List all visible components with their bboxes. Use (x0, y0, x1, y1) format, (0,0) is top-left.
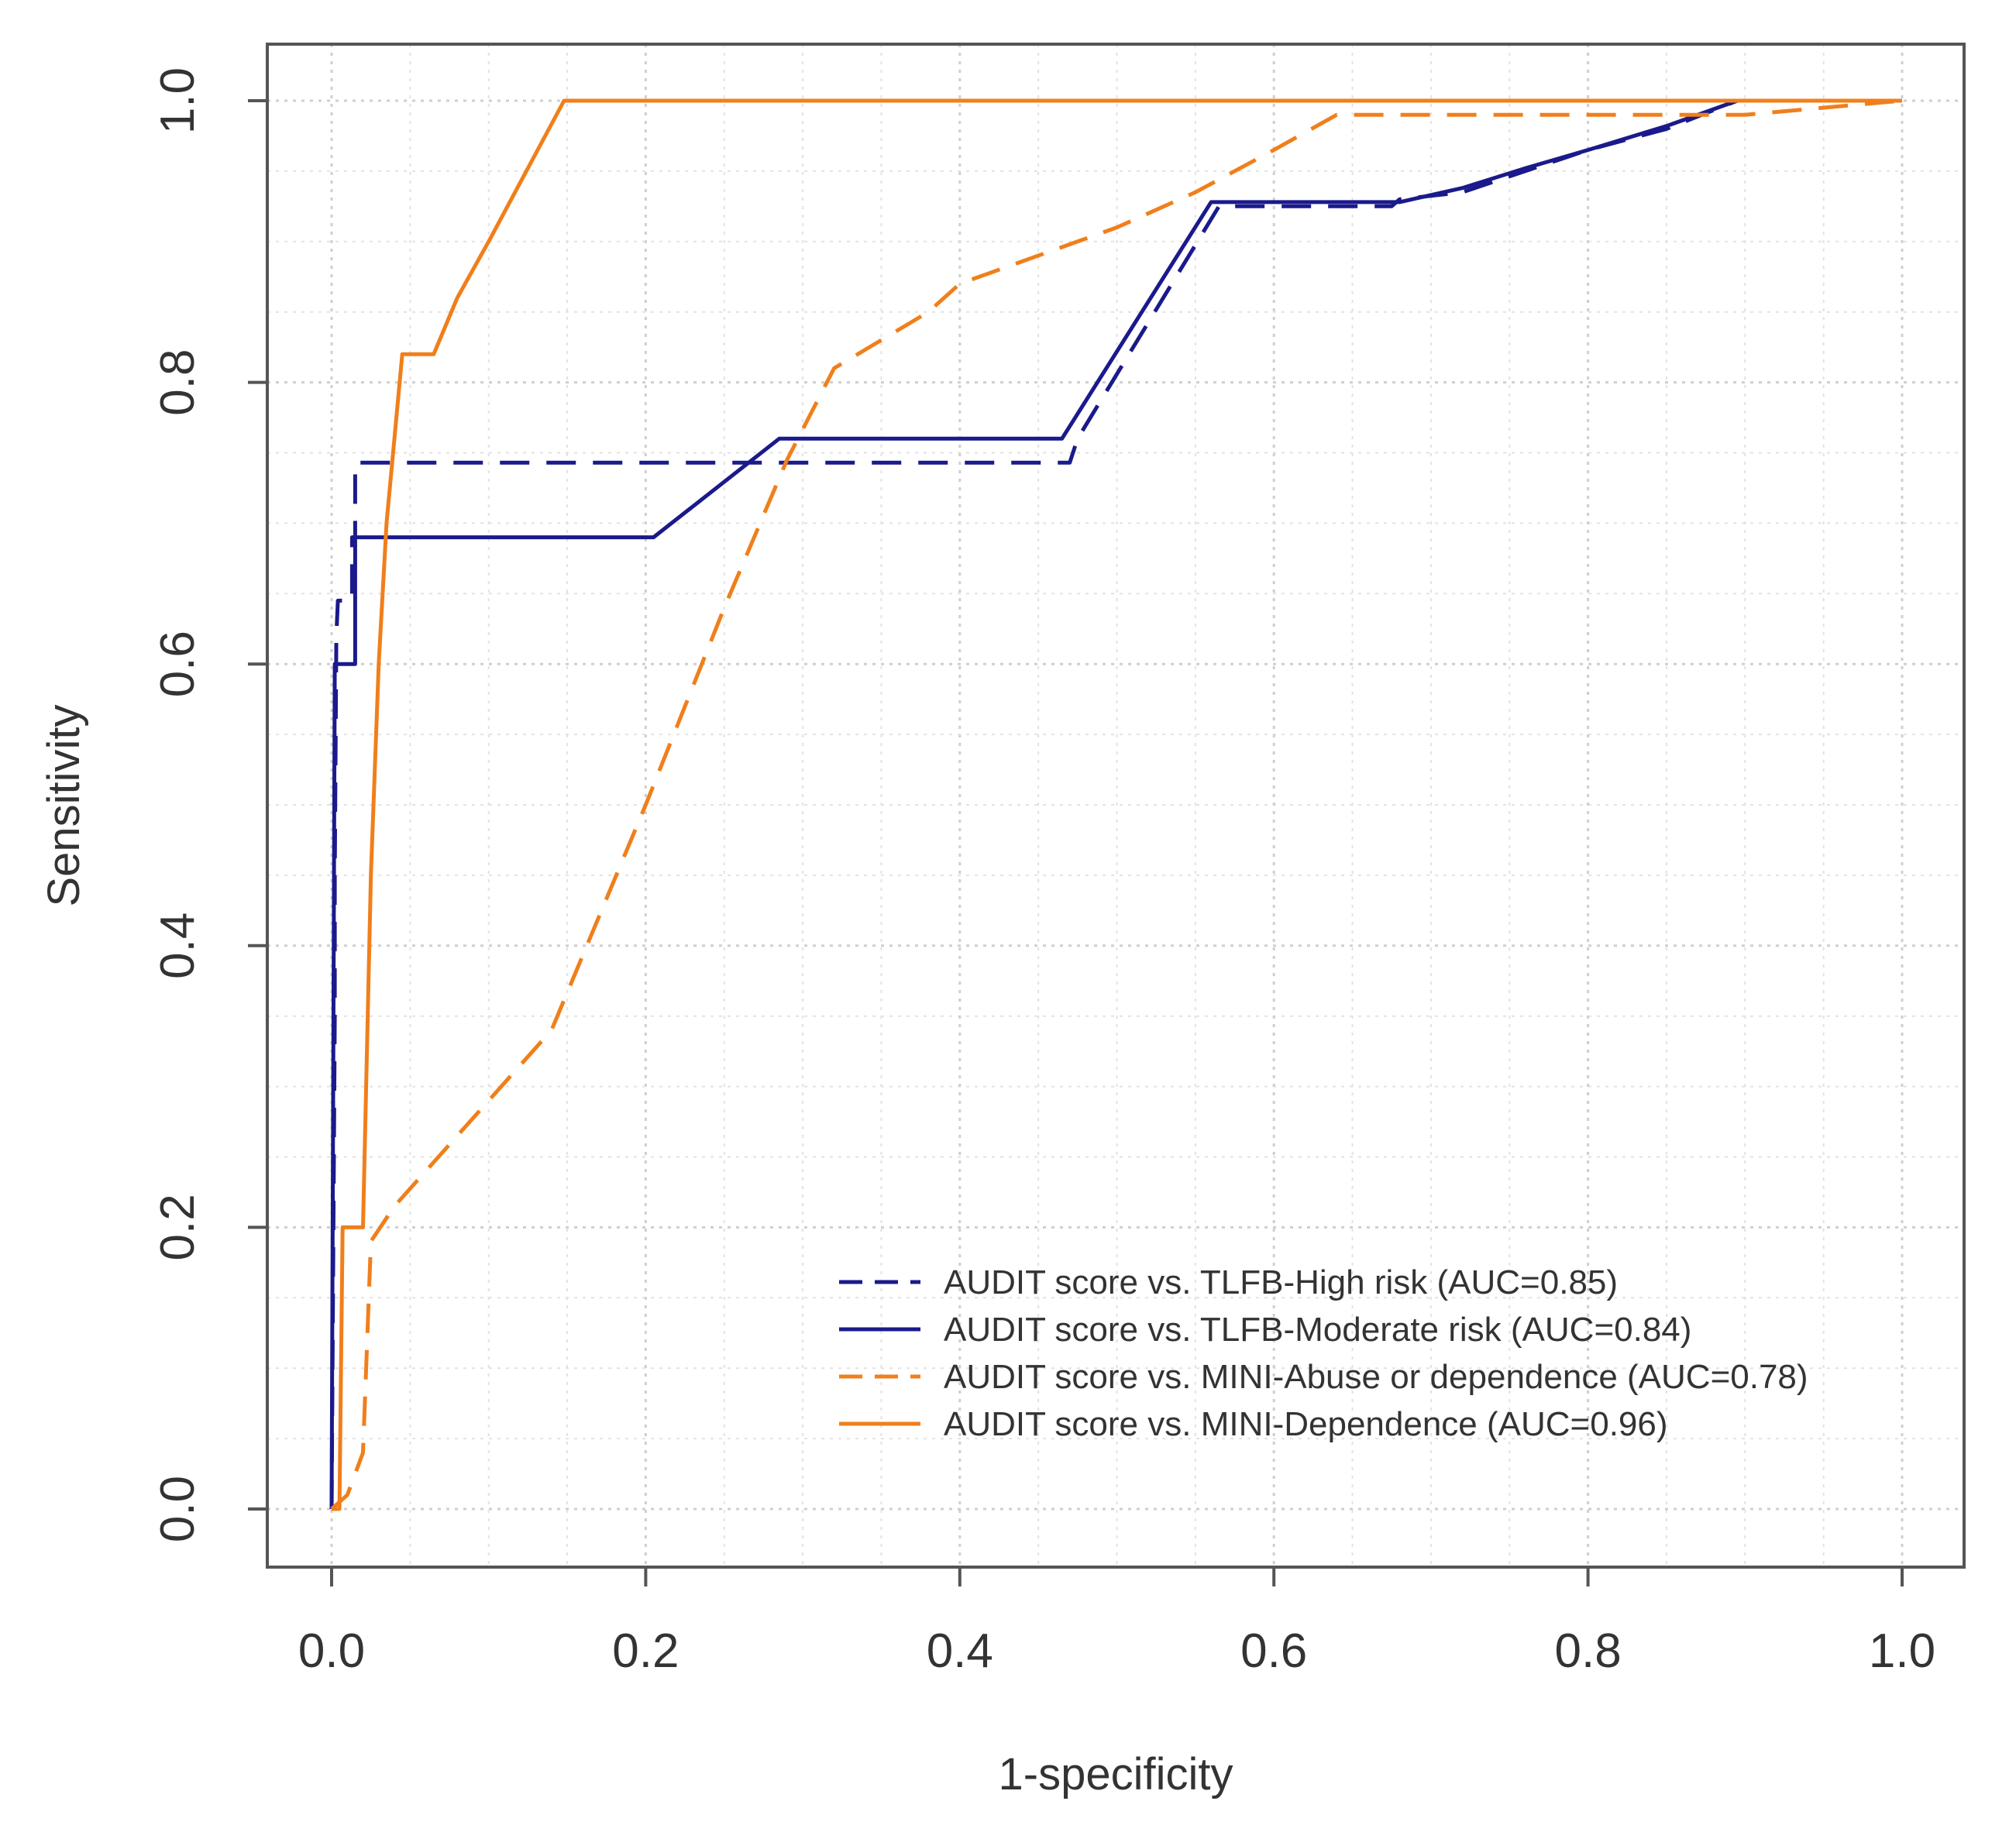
legend-label-3: AUDIT score vs. MINI-Abuse or dependence… (944, 1358, 1808, 1396)
x-tick-label: 1.0 (1869, 1624, 1935, 1678)
legend-label-2: AUDIT score vs. TLFB-Moderate risk (AUC=… (944, 1311, 1691, 1349)
grid (267, 44, 1964, 1567)
legend-label-1: AUDIT score vs. TLFB-High risk (AUC=0.85… (944, 1263, 1618, 1301)
y-axis-title: Sensitivity (39, 704, 89, 906)
x-axis: 0.0 0.2 0.4 0.6 0.8 1.0 (298, 1567, 1935, 1678)
x-tick-label: 0.6 (1240, 1624, 1307, 1678)
legend-label-4: AUDIT score vs. MINI-Dependence (AUC=0.9… (944, 1405, 1668, 1443)
x-tick-label: 0.8 (1554, 1624, 1621, 1678)
series-line-4 (332, 98, 1902, 1511)
series-line-2 (329, 98, 1902, 1510)
plot-frame (266, 43, 1966, 1569)
legend: AUDIT score vs. TLFB-High risk (AUC=0.85… (839, 1263, 1808, 1443)
x-tick-label: 0.4 (927, 1624, 993, 1678)
x-tick-label: 0.2 (612, 1624, 679, 1678)
x-axis-title: 1-specificity (999, 1749, 1233, 1799)
y-tick-label: 0.2 (151, 1194, 205, 1260)
y-axis: 0.0 0.2 0.4 0.6 0.8 1.0 (151, 67, 267, 1542)
y-tick-label: 0.6 (151, 631, 205, 697)
y-tick-label: 0.8 (151, 349, 205, 415)
y-tick-label: 0.4 (151, 913, 205, 979)
x-tick-label: 0.0 (298, 1624, 365, 1678)
series-lines (329, 98, 1903, 1511)
y-tick-label: 1.0 (151, 67, 205, 134)
series-line-3 (330, 98, 1903, 1511)
y-tick-label: 0.0 (151, 1476, 205, 1542)
